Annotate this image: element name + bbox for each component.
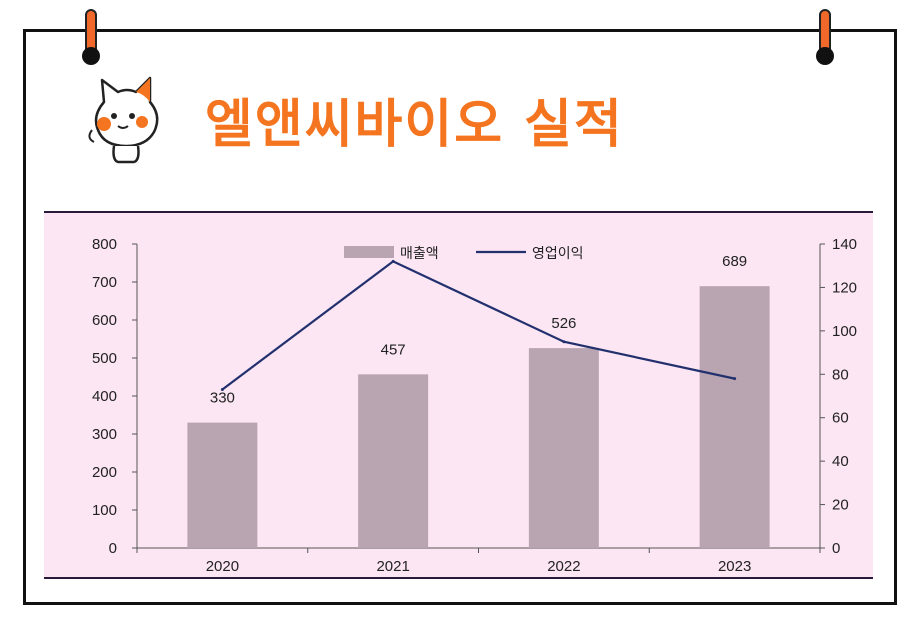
bar — [699, 286, 770, 548]
y-right-tick-label: 20 — [832, 497, 849, 514]
legend: 매출액 영업이익 — [344, 246, 584, 262]
y-left-tick-label: 700 — [92, 274, 117, 291]
y-left-tick-label: 500 — [92, 350, 117, 367]
legend-swatch-bar — [344, 246, 394, 258]
y-right-tick-label: 100 — [832, 323, 857, 340]
line-point — [562, 340, 566, 344]
chart-panel: 0 100 200 300 400 500 600 700 800 0 20 40 60 80 100 120… — [44, 211, 873, 579]
y-right-tick-label: 120 — [832, 279, 857, 296]
line-point — [733, 377, 737, 381]
y-left-tick-label: 400 — [92, 388, 117, 405]
data-labels: 330 457 526 689 — [210, 253, 747, 406]
x-tick-label: 2021 — [376, 558, 409, 575]
legend-label-bar: 매출액 — [400, 246, 439, 262]
line-point — [220, 387, 224, 391]
y-right-tick-label: 140 — [832, 236, 857, 253]
line-path — [221, 260, 735, 391]
bar-value-label: 457 — [381, 341, 406, 358]
bar-series — [187, 286, 770, 548]
x-tick-label: 2022 — [547, 558, 580, 575]
y-left-tick-label: 600 — [92, 312, 117, 329]
y-right-tick-label: 60 — [832, 410, 849, 427]
y-right-tick-label: 0 — [832, 540, 840, 557]
pushpin-icon — [816, 9, 834, 65]
bar — [187, 422, 258, 548]
cat-mascot-icon — [88, 76, 159, 164]
chart: 0 100 200 300 400 500 600 700 800 0 20 40 60 80 100 120… — [44, 213, 873, 577]
bar-value-label: 330 — [210, 390, 235, 407]
bar-value-label: 689 — [722, 253, 747, 270]
x-tick-label: 2020 — [206, 558, 239, 575]
line-series — [220, 259, 737, 391]
y-left-tick-label: 200 — [92, 464, 117, 481]
pushpin-icon — [82, 9, 100, 65]
bar — [358, 374, 429, 548]
y-left-tick-label: 0 — [109, 540, 117, 557]
legend-label-line: 영업이익 — [532, 246, 584, 262]
page-title: 엘앤씨바이오 실적 — [205, 95, 624, 155]
y-left-tick-label: 300 — [92, 426, 117, 443]
bar — [528, 348, 599, 548]
line-point — [391, 259, 395, 263]
x-tick-label: 2023 — [718, 558, 751, 575]
y-left-tick-label: 800 — [92, 236, 117, 253]
y-left-tick-label: 100 — [92, 502, 117, 519]
bar-value-label: 526 — [551, 315, 576, 332]
y-right-tick-label: 40 — [832, 453, 849, 470]
y-right-tick-label: 80 — [832, 366, 849, 383]
chart-axes: 0 100 200 300 400 500 600 700 800 0 20 40 60 80 100 120… — [92, 236, 857, 575]
